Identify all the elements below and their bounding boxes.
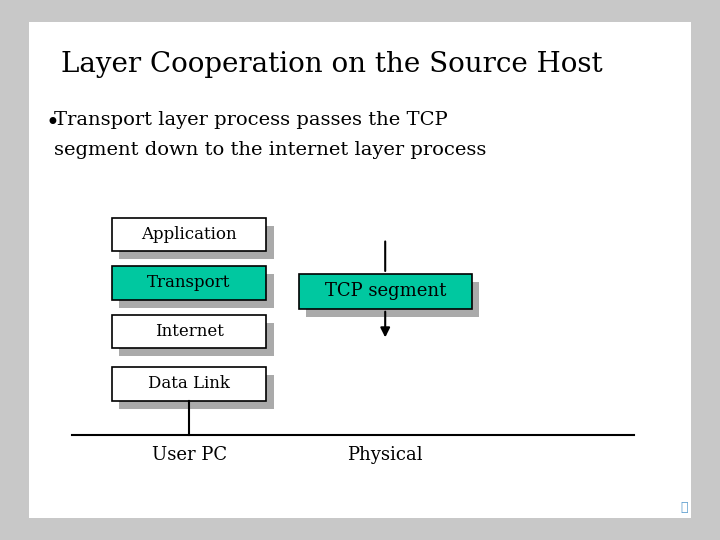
Text: Physical: Physical bbox=[347, 446, 423, 463]
Text: segment down to the internet layer process: segment down to the internet layer proce… bbox=[54, 141, 487, 159]
Bar bbox=[119, 375, 274, 409]
Bar bbox=[112, 266, 266, 300]
Bar bbox=[112, 315, 266, 348]
Bar bbox=[306, 282, 479, 317]
Bar bbox=[119, 226, 274, 259]
Text: 🔈: 🔈 bbox=[680, 501, 688, 514]
Text: Transport: Transport bbox=[148, 274, 230, 292]
Text: Internet: Internet bbox=[155, 323, 223, 340]
Bar bbox=[112, 367, 266, 401]
Text: TCP segment: TCP segment bbox=[325, 282, 446, 300]
FancyBboxPatch shape bbox=[29, 22, 691, 518]
Text: •: • bbox=[45, 111, 59, 134]
Text: Layer Cooperation on the Source Host: Layer Cooperation on the Source Host bbox=[61, 51, 603, 78]
Text: Transport layer process passes the TCP: Transport layer process passes the TCP bbox=[54, 111, 448, 129]
Bar bbox=[119, 274, 274, 308]
Bar bbox=[299, 274, 472, 309]
Text: Application: Application bbox=[141, 226, 237, 243]
Bar bbox=[112, 218, 266, 251]
Bar bbox=[119, 323, 274, 356]
Text: Data Link: Data Link bbox=[148, 375, 230, 393]
Text: User PC: User PC bbox=[152, 446, 227, 463]
